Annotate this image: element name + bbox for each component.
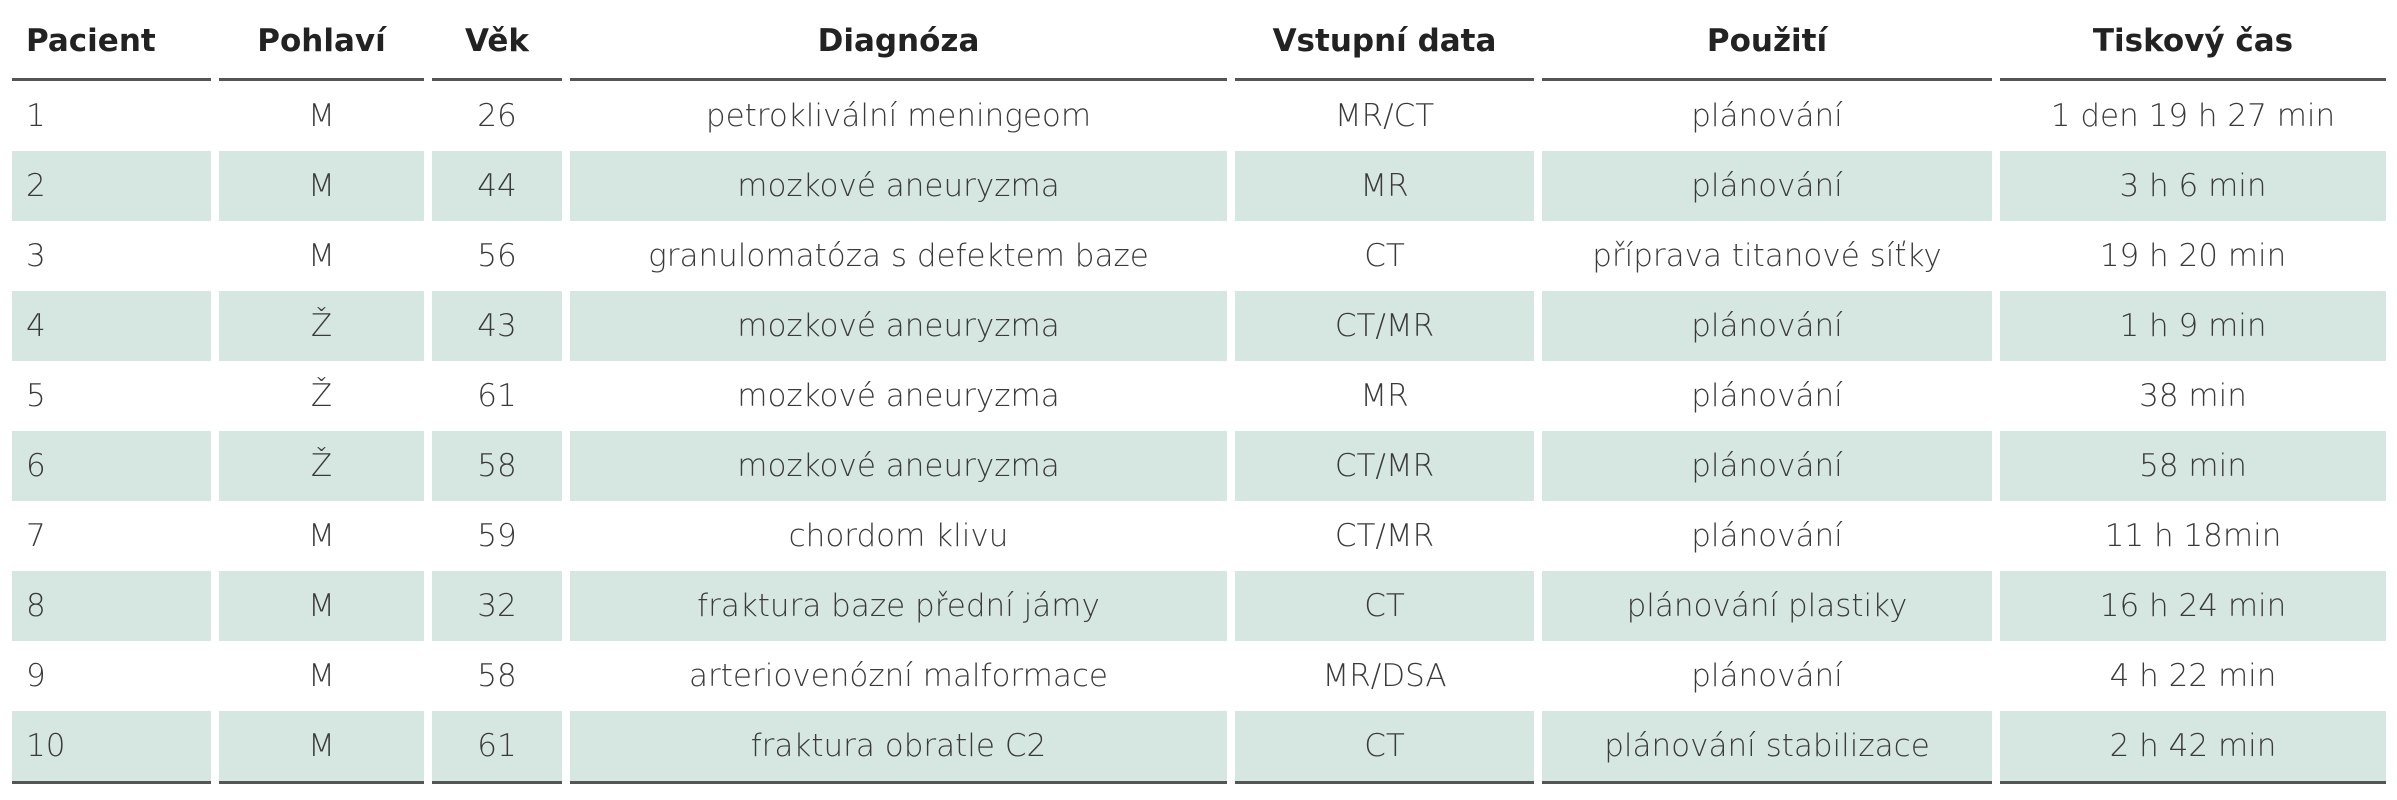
table-cell: plánování stabilizace (1542, 711, 1992, 784)
table-cell: 3 h 6 min (2000, 151, 2386, 221)
table-cell: plánování (1691, 378, 1843, 414)
table-cell: chordom klivu (788, 518, 1009, 554)
table-cell: CT (1364, 238, 1405, 274)
table-body: 1 M 26 petroklivální meningeom MR/CT plánován… (12, 81, 2386, 784)
table-cell: 56 (477, 238, 517, 274)
table-cell: 9 (26, 658, 46, 694)
table-cell: 4 (12, 291, 211, 361)
table-cell: M (219, 571, 424, 641)
table-cell: M (308, 658, 335, 694)
table-cell: 43 (432, 291, 562, 361)
table-cell: 1 (26, 98, 46, 134)
header-row: Pacient Pohlaví Věk Diagnóza Vstupní data Pou… (12, 0, 2386, 81)
table-row: 4 Ž 43 mozkové aneuryzma CT/MR plánování 1 h 9… (12, 291, 2386, 361)
table-row: 6 Ž 58 mozkové aneuryzma CT/MR plánování 58 mi… (12, 431, 2386, 501)
table-cell: 2 (12, 151, 211, 221)
table-cell: M (219, 711, 424, 784)
table-cell: 58 (432, 431, 562, 501)
table-cell: CT/MR (1235, 431, 1534, 501)
table-cell: plánování plastiky (1542, 571, 1992, 641)
header-cell: Tiskový čas (2000, 0, 2386, 81)
table-cell: 11 h 18min (2104, 518, 2282, 554)
table-cell: plánování (1691, 518, 1843, 554)
table-cell: 7 (26, 518, 46, 554)
header-cell: Pacient (12, 0, 211, 81)
table-cell: mozkové aneuryzma (737, 378, 1060, 414)
table-cell: plánování (1542, 151, 1992, 221)
table-cell: Ž (310, 378, 333, 414)
table-cell: mozkové aneuryzma (570, 291, 1227, 361)
table-cell: MR (1360, 378, 1409, 414)
table-cell: 61 (477, 378, 517, 414)
table-cell: arteriovenózní malformace (689, 658, 1108, 694)
table-cell: MR/DSA (1322, 658, 1447, 694)
table-row: 8 M 32 fraktura baze přední jámy CT plánování… (12, 571, 2386, 641)
header-cell: Použití (1542, 0, 1992, 81)
table-cell: mozkové aneuryzma (570, 431, 1227, 501)
table-cell: 26 (477, 98, 517, 134)
table-row: 1 M 26 petroklivální meningeom MR/CT plánován… (12, 81, 2386, 151)
table-cell: příprava titanové síťky (1592, 238, 1942, 274)
table-row: 9 M 58 arteriovenózní malformace MR/DSA pláno… (12, 641, 2386, 711)
table-cell: 2 h 42 min (2000, 711, 2386, 784)
table-cell: petroklivální meningeom (705, 98, 1092, 134)
table-cell: 19 h 20 min (2099, 238, 2287, 274)
table-cell: 8 (12, 571, 211, 641)
table-row: 7 M 59 chordom klivu CT/MR plánování 11 h 18mi… (12, 501, 2386, 571)
table-cell: 44 (432, 151, 562, 221)
table-cell: M (308, 518, 335, 554)
table-cell: plánování (1542, 431, 1992, 501)
header-cell: Věk (432, 0, 562, 81)
table-cell: CT (1235, 711, 1534, 784)
table-cell: 38 min (2139, 378, 2247, 414)
table-cell: granulomatóza s defektem baze (648, 238, 1149, 274)
table-container: Pacient Pohlaví Věk Diagnóza Vstupní data Pou… (4, 0, 2394, 784)
table-cell: fraktura baze přední jámy (570, 571, 1227, 641)
table-cell: 3 (26, 238, 46, 274)
data-table: Pacient Pohlaví Věk Diagnóza Vstupní data Pou… (4, 0, 2394, 784)
table-cell: MR/CT (1334, 98, 1435, 134)
header-cell: Vstupní data (1235, 0, 1534, 81)
table-cell: 5 (26, 378, 46, 414)
table-cell: CT (1235, 571, 1534, 641)
table-cell: 10 (12, 711, 211, 784)
table-cell: 58 min (2000, 431, 2386, 501)
table-cell: 6 (12, 431, 211, 501)
table-cell: M (219, 151, 424, 221)
table-cell: 61 (432, 711, 562, 784)
table-row: 2 M 44 mozkové aneuryzma MR plánování 3 h 6 mi… (12, 151, 2386, 221)
table-cell: plánování (1691, 658, 1843, 694)
table-cell: CT/MR (1235, 291, 1534, 361)
table-cell: Ž (219, 291, 424, 361)
table-cell: 32 (432, 571, 562, 641)
table-cell: 58 (477, 658, 517, 694)
table-cell: M (308, 238, 335, 274)
table-row: 10 M 61 fraktura obratle C2 CT plánování stab… (12, 711, 2386, 784)
table-cell: CT/MR (1334, 518, 1435, 554)
table-cell: 1 den 19 h 27 min (2050, 98, 2336, 134)
table-cell: 1 h 9 min (2000, 291, 2386, 361)
table-cell: 59 (477, 518, 517, 554)
table-cell: plánování (1542, 291, 1992, 361)
table-cell: mozkové aneuryzma (570, 151, 1227, 221)
header-cell: Diagnóza (570, 0, 1227, 81)
table-row: 3 M 56 granulomatóza s defektem baze CT přípr… (12, 221, 2386, 291)
table-row: 5 Ž 61 mozkové aneuryzma MR plánování 38 min (12, 361, 2386, 431)
header-cell: Pohlaví (219, 0, 424, 81)
table-cell: 16 h 24 min (2000, 571, 2386, 641)
table-cell: Ž (219, 431, 424, 501)
table-cell: fraktura obratle C2 (570, 711, 1227, 784)
table-cell: M (308, 98, 335, 134)
table-cell: 4 h 22 min (2109, 658, 2277, 694)
table-cell: plánování (1691, 98, 1843, 134)
table-cell: MR (1235, 151, 1534, 221)
